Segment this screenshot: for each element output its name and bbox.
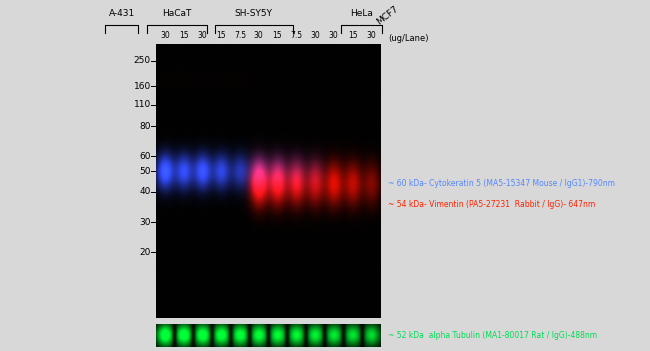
Text: MCF7: MCF7 [374, 5, 400, 27]
Text: 60: 60 [139, 152, 151, 161]
Text: 160: 160 [133, 82, 151, 91]
Text: (ug/Lane): (ug/Lane) [388, 34, 428, 43]
Text: 80: 80 [139, 121, 151, 131]
Text: 15: 15 [273, 31, 282, 40]
Text: 15: 15 [348, 31, 358, 40]
Text: 30: 30 [367, 31, 376, 40]
Text: ~ 52 kDa  alpha Tubulin (MA1-80017 Rat / IgG)-488nm: ~ 52 kDa alpha Tubulin (MA1-80017 Rat / … [388, 331, 597, 340]
Text: HeLa: HeLa [350, 8, 373, 18]
Text: 30: 30 [160, 31, 170, 40]
Text: 40: 40 [139, 187, 151, 196]
Text: 30: 30 [310, 31, 320, 40]
Text: 7.5: 7.5 [234, 31, 246, 40]
Text: 30: 30 [329, 31, 339, 40]
Text: ~ 54 kDa- Vimentin (PA5-27231  Rabbit / IgG)- 647nm: ~ 54 kDa- Vimentin (PA5-27231 Rabbit / I… [388, 199, 595, 208]
Text: HaCaT: HaCaT [162, 8, 192, 18]
Text: SH-SY5Y: SH-SY5Y [235, 8, 272, 18]
Text: 50: 50 [139, 167, 151, 176]
Text: 15: 15 [216, 31, 226, 40]
Text: A-431: A-431 [109, 8, 135, 18]
Text: 7.5: 7.5 [290, 31, 302, 40]
Text: 110: 110 [133, 100, 151, 109]
Text: 250: 250 [134, 57, 151, 65]
Text: 30: 30 [254, 31, 264, 40]
Text: 30: 30 [139, 218, 151, 227]
Text: 15: 15 [179, 31, 188, 40]
Text: 20: 20 [139, 248, 151, 257]
Text: 30: 30 [198, 31, 207, 40]
Text: ~ 60 kDa- Cytokeratin 5 (MA5-15347 Mouse / IgG1)-790nm: ~ 60 kDa- Cytokeratin 5 (MA5-15347 Mouse… [388, 179, 615, 188]
